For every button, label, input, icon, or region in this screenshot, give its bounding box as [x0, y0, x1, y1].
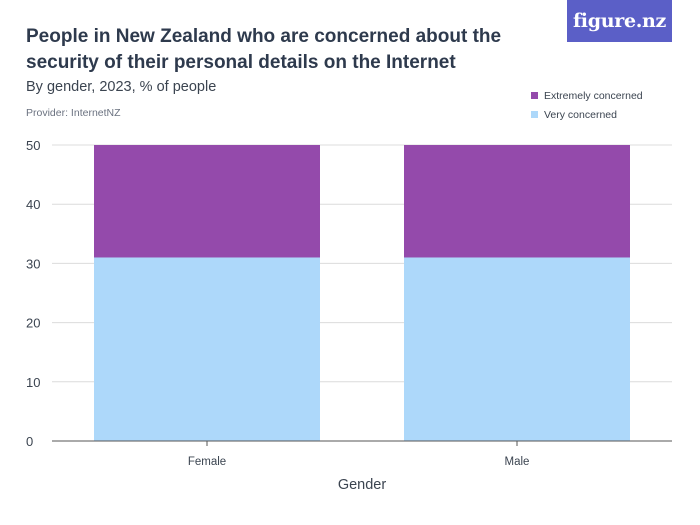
figure-nz-logo[interactable]: figure.nz — [567, 0, 672, 42]
x-tick-label-male: Male — [505, 456, 530, 468]
bar-female-extremely-concerned — [94, 145, 320, 258]
bar-male-extremely-concerned — [404, 145, 630, 258]
y-tick-label-10: 10 — [26, 375, 40, 390]
x-tick-label-female: Female — [188, 456, 226, 468]
chart-title: People in New Zealand who are concerned … — [26, 26, 502, 73]
y-tick-label-0: 0 — [26, 434, 33, 449]
y-tick-label-30: 30 — [26, 256, 40, 271]
legend-label-extremely-concerned: Extremely concerned — [544, 89, 643, 102]
bar-female-very-concerned — [94, 257, 320, 441]
y-tick-label-50: 50 — [26, 138, 40, 153]
y-tick-label-40: 40 — [26, 197, 40, 212]
x-axis-label: Gender — [338, 477, 387, 493]
legend: Extremely concerned Very concerned — [531, 86, 643, 124]
bar-male-very-concerned — [404, 257, 630, 441]
legend-item-extremely-concerned: Extremely concerned — [531, 86, 643, 105]
legend-swatch-very-concerned — [531, 111, 538, 118]
y-tick-label-20: 20 — [26, 316, 40, 331]
legend-label-very-concerned: Very concerned — [544, 108, 617, 121]
chart-subtitle: By gender, 2023, % of people — [26, 79, 217, 95]
data-provider: Provider: InternetNZ — [26, 107, 121, 119]
legend-item-very-concerned: Very concerned — [531, 105, 643, 124]
legend-swatch-extremely-concerned — [531, 92, 538, 99]
